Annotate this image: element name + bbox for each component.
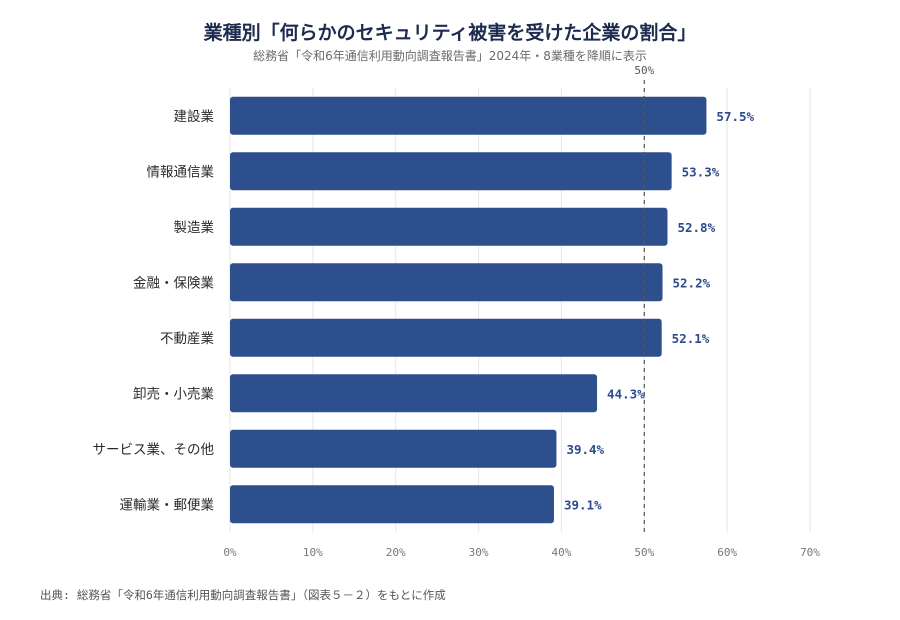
category-label: 情報通信業 xyxy=(147,164,215,180)
category-label: 運輸業・郵便業 xyxy=(120,497,215,513)
value-label: 57.5% xyxy=(716,109,754,124)
value-label: 39.1% xyxy=(564,497,602,512)
x-tick-label: 40% xyxy=(551,546,571,559)
bar xyxy=(230,207,668,246)
category-label: 製造業 xyxy=(174,220,215,236)
bar xyxy=(230,318,662,357)
value-label: 53.3% xyxy=(682,164,720,179)
bar xyxy=(230,96,707,135)
x-tick-label: 30% xyxy=(469,546,489,559)
bar xyxy=(230,263,663,302)
category-label: サービス業、その他 xyxy=(93,442,215,458)
x-tick-label: 70% xyxy=(800,546,820,559)
source-note: 出典: 総務省「令和6年通信利用動向調査報告書」（図表５－２）をもとに作成 xyxy=(40,588,446,602)
x-tick-label: 50% xyxy=(634,546,654,559)
value-label: 52.8% xyxy=(677,220,715,235)
category-label: 不動産業 xyxy=(160,331,214,347)
value-label: 52.1% xyxy=(672,331,710,346)
x-tick-label: 60% xyxy=(717,546,737,559)
x-tick-label: 20% xyxy=(386,546,406,559)
bar xyxy=(230,374,598,413)
value-label: 44.3% xyxy=(607,386,645,401)
category-label: 建設業 xyxy=(174,109,215,125)
bar xyxy=(230,152,672,191)
bar xyxy=(230,485,554,524)
value-label: 52.2% xyxy=(673,275,711,290)
category-label: 卸売・小売業 xyxy=(133,386,214,402)
chart-subtitle: 総務省「令和6年通信利用動向調査報告書」2024年・8業種を降順に表示 xyxy=(253,49,647,63)
x-tick-label: 10% xyxy=(303,546,323,559)
value-label: 39.4% xyxy=(566,442,604,457)
bar xyxy=(230,429,557,468)
x-tick-label: 0% xyxy=(223,546,237,559)
category-label: 金融・保険業 xyxy=(133,275,214,291)
reference-line-label: 50% xyxy=(634,64,654,77)
chart-title: 業種別「何らかのセキュリティ被害を受けた企業の割合」 xyxy=(203,22,697,44)
